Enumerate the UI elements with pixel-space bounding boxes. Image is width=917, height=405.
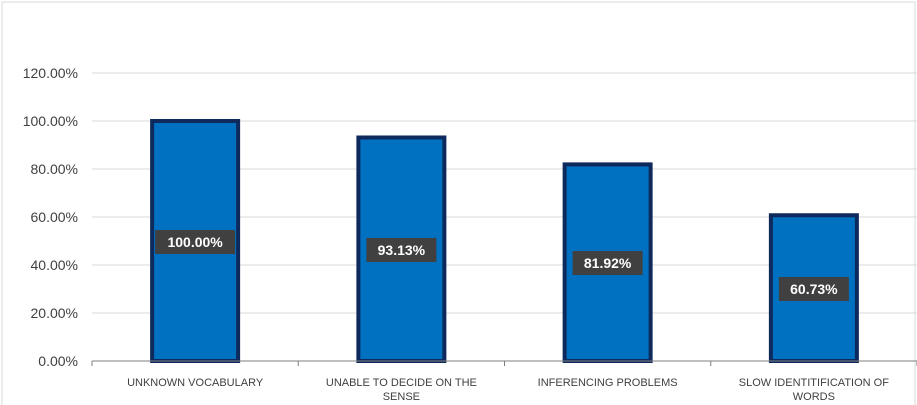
data-label: 93.13%	[366, 238, 437, 262]
category-label: INFERENCING PROBLEMS	[538, 377, 678, 389]
data-label-text: 81.92%	[584, 255, 632, 271]
data-label: 60.73%	[778, 277, 849, 301]
y-axis-tick-labels: 0.00% 20.00% 40.00% 60.00% 80.00% 100.00% 120.…	[23, 65, 78, 369]
category-label: UNABLE TO DECIDE ON THE	[326, 377, 477, 389]
data-label: 100.00%	[155, 230, 236, 254]
y-tick-label: 120.00%	[23, 65, 78, 81]
y-tick-label: 80.00%	[31, 161, 78, 177]
category-label: SLOW IDENTITIFICATION OF	[739, 377, 889, 389]
x-axis	[91, 360, 917, 366]
data-label-box	[572, 251, 643, 275]
category-labels: UNKNOWN VOCABULARY UNABLE TO DECIDE ON TH…	[127, 377, 889, 403]
category-label: WORDS	[793, 391, 835, 403]
data-label-box	[155, 230, 236, 254]
data-label-text: 93.13%	[378, 242, 426, 258]
category-label: UNKNOWN VOCABULARY	[127, 377, 264, 389]
category-label: SENSE	[383, 391, 420, 403]
y-tick-label: 40.00%	[31, 257, 78, 273]
y-tick-label: 20.00%	[31, 305, 78, 321]
data-label-text: 60.73%	[790, 281, 838, 297]
data-label-box	[366, 238, 437, 262]
data-label: 81.92%	[572, 251, 643, 275]
y-tick-label: 60.00%	[31, 209, 78, 225]
data-label-box	[778, 277, 849, 301]
bars	[150, 119, 859, 363]
data-labels: 100.00% 93.13% 81.92% 60.73%	[155, 230, 849, 301]
y-tick-label: 0.00%	[38, 353, 78, 369]
data-label-text: 100.00%	[167, 234, 223, 250]
y-tick-label: 100.00%	[23, 113, 78, 129]
